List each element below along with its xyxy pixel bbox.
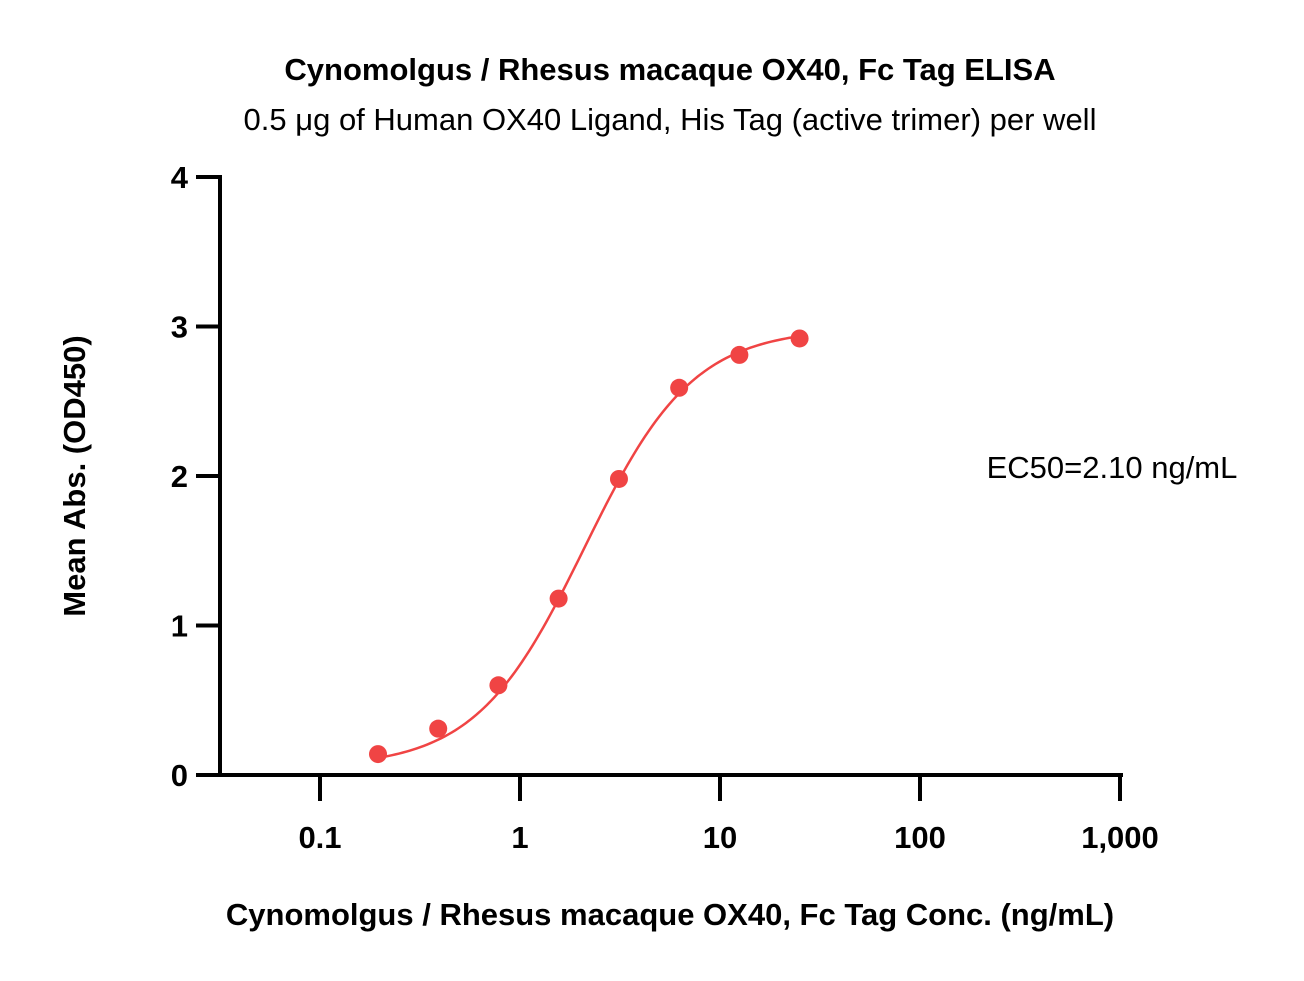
y-axis-label: Mean Abs. (OD450) xyxy=(57,335,92,616)
chart-subtitle: 0.5 μg of Human OX40 Ligand, His Tag (ac… xyxy=(244,102,1097,137)
chart-title: Cynomolgus / Rhesus macaque OX40, Fc Tag… xyxy=(284,52,1055,87)
x-tick-label: 10 xyxy=(703,820,737,855)
data-point xyxy=(670,378,689,397)
data-points xyxy=(369,329,809,764)
data-point xyxy=(489,676,508,695)
x-axis-label: Cynomolgus / Rhesus macaque OX40, Fc Tag… xyxy=(226,897,1114,932)
x-tick-label: 0.1 xyxy=(298,820,341,855)
y-tick-label: 3 xyxy=(171,310,188,345)
data-point xyxy=(730,345,749,364)
y-tick-label: 4 xyxy=(171,160,189,195)
x-ticks: 0.1 1 10 100 1,000 xyxy=(298,775,1159,855)
data-point xyxy=(549,589,568,608)
x-tick-label: 1 xyxy=(511,820,528,855)
x-tick-label: 100 xyxy=(894,820,946,855)
x-tick-label: 1,000 xyxy=(1081,820,1159,855)
data-point xyxy=(609,469,628,488)
fit-curve xyxy=(377,334,800,760)
axes xyxy=(196,175,1123,777)
y-tick-label: 1 xyxy=(171,609,188,644)
ec50-annotation: EC50=2.10 ng/mL xyxy=(987,450,1238,485)
data-point xyxy=(790,329,809,348)
y-tick-label: 2 xyxy=(171,459,188,494)
y-ticks: 0 1 2 3 4 xyxy=(171,160,220,793)
data-point xyxy=(429,719,448,738)
data-point xyxy=(369,745,388,764)
y-tick-label: 0 xyxy=(171,758,188,793)
